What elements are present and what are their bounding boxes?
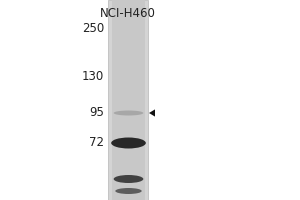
Polygon shape	[149, 109, 155, 117]
Bar	[112, 0, 145, 200]
Ellipse shape	[114, 175, 143, 183]
Text: 95: 95	[89, 106, 104, 119]
Ellipse shape	[115, 188, 142, 194]
Text: NCI-H460: NCI-H460	[100, 7, 156, 20]
Ellipse shape	[114, 110, 143, 116]
Bar	[108, 0, 148, 200]
Ellipse shape	[111, 138, 146, 148]
Text: 250: 250	[82, 22, 104, 36]
Text: 130: 130	[82, 71, 104, 84]
Text: 72: 72	[89, 137, 104, 150]
